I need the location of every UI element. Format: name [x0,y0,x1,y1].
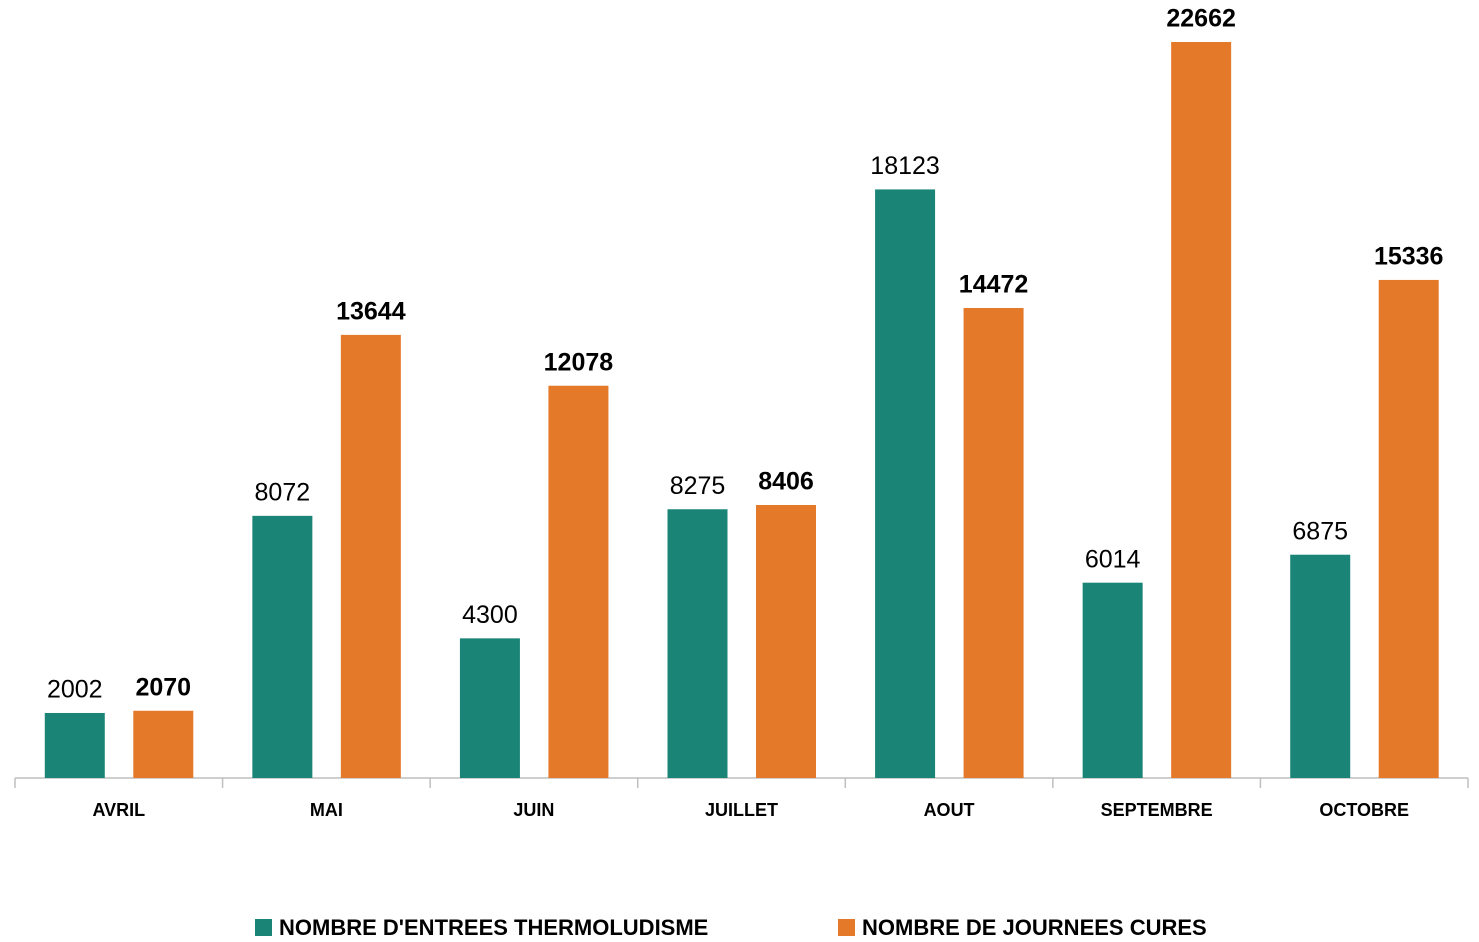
legend-swatch [838,919,855,936]
value-label: 2070 [135,673,191,701]
bar [340,334,401,778]
value-label: 6014 [1085,545,1141,573]
bar [875,189,936,778]
bar [1290,554,1351,778]
value-label: 14472 [959,271,1029,299]
bar [756,504,816,778]
bar [667,509,728,778]
bar [1171,42,1232,778]
x-tick-label: JUILLET [705,800,778,820]
x-tick-label: AVRIL [92,800,145,820]
bar [1082,582,1143,778]
bar [44,712,105,778]
x-tick-label: SEPTEMBRE [1101,800,1213,820]
bar [133,710,194,778]
value-label: 8406 [758,468,814,496]
legend-label: NOMBRE D'ENTREES THERMOLUDISME [279,915,708,940]
value-label: 22662 [1166,5,1236,33]
value-label: 13644 [336,297,406,325]
x-tick-label: OCTOBRE [1319,800,1409,820]
value-label: 2002 [47,676,103,704]
bar [963,307,1024,778]
x-tick-label: AOUT [924,800,975,820]
legend-swatch [255,919,272,936]
value-label: 12078 [544,348,614,376]
value-label: 4300 [462,601,518,629]
value-label: 8275 [670,472,726,500]
x-tick-label: JUIN [513,800,554,820]
bar [1378,279,1439,778]
bar [252,515,313,778]
bar [459,638,520,778]
value-label: 18123 [870,152,940,180]
value-label: 8072 [255,478,311,506]
bar [548,385,609,778]
value-label: 15336 [1374,243,1444,271]
x-tick-label: MAI [310,800,343,820]
legend-label: NOMBRE DE JOURNEES CURES [862,915,1207,940]
value-label: 6875 [1292,517,1348,545]
